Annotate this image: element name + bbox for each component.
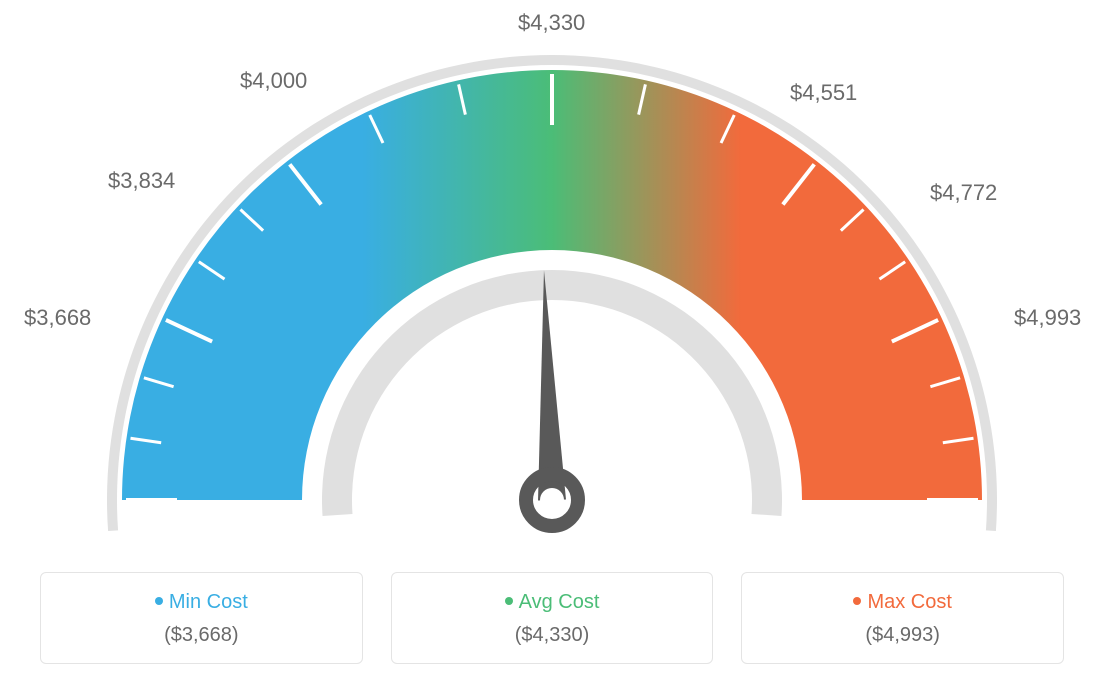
legend-card-max: Max Cost ($4,993) [741, 572, 1064, 664]
legend-value-max: ($4,993) [752, 624, 1053, 647]
legend-title-avg-text: Avg Cost [519, 591, 600, 613]
legend-row: Min Cost ($3,668) Avg Cost ($4,330) Max … [40, 572, 1064, 664]
tick-label-5: $4,772 [930, 180, 997, 206]
legend-title-max: Max Cost [752, 591, 1053, 614]
legend-title-avg: Avg Cost [402, 591, 703, 614]
dot-icon [155, 597, 163, 605]
legend-title-min: Min Cost [51, 591, 352, 614]
tick-label-2: $4,000 [240, 68, 307, 94]
legend-card-avg: Avg Cost ($4,330) [391, 572, 714, 664]
dot-icon [853, 597, 861, 605]
tick-label-1: $3,834 [108, 168, 175, 194]
dot-icon [505, 597, 513, 605]
legend-card-min: Min Cost ($3,668) [40, 572, 363, 664]
legend-title-min-text: Min Cost [169, 591, 248, 613]
tick-label-4: $4,551 [790, 80, 857, 106]
legend-title-max-text: Max Cost [867, 591, 951, 613]
cost-gauge-widget: $3,668 $3,834 $4,000 $4,330 $4,551 $4,77… [0, 0, 1104, 690]
gauge-svg [0, 0, 1104, 560]
tick-label-6: $4,993 [1014, 305, 1081, 331]
legend-value-avg: ($4,330) [402, 624, 703, 647]
gauge-area: $3,668 $3,834 $4,000 $4,330 $4,551 $4,77… [0, 0, 1104, 560]
tick-label-3: $4,330 [518, 10, 585, 36]
tick-label-0: $3,668 [24, 305, 91, 331]
legend-value-min: ($3,668) [51, 624, 352, 647]
